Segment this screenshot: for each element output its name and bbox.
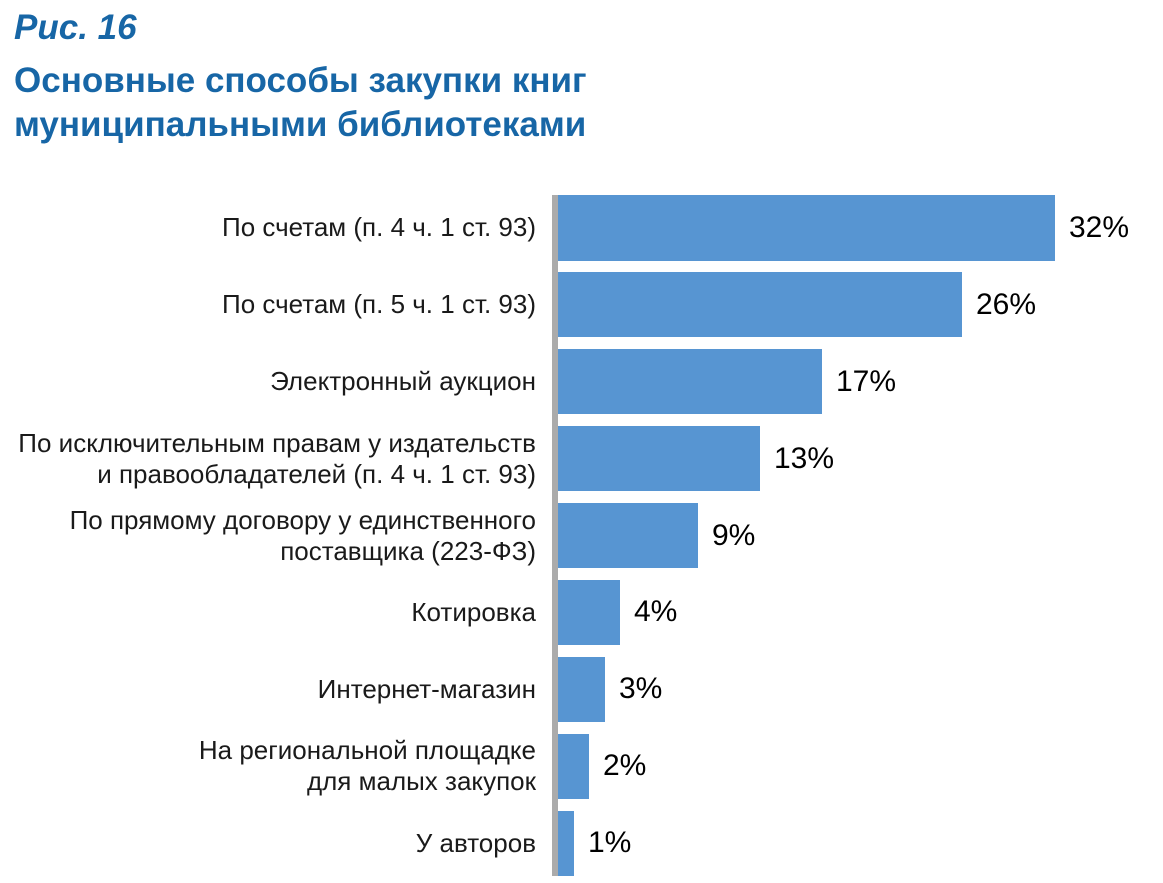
value-label: 17%	[836, 364, 897, 398]
value-label: 4%	[634, 595, 678, 629]
category-label: По счетам (п. 5 ч. 1 ст. 93)	[222, 289, 536, 320]
bar-row: По счетам (п. 4 ч. 1 ст. 93) 32%	[0, 195, 1163, 261]
bar-row: По прямому договору у единственного пост…	[0, 502, 1163, 569]
figure-header: Рис. 16 Основные способы закупки книг му…	[14, 6, 914, 147]
value-label: 9%	[712, 518, 756, 552]
bar-track: 13%	[558, 425, 1163, 492]
category-label: Котировка	[411, 596, 536, 627]
bar-track: 4%	[558, 579, 1163, 646]
category-label: По счетам (п. 4 ч. 1 ст. 93)	[222, 212, 536, 243]
bar-row: По счетам (п. 5 ч. 1 ст. 93) 26%	[0, 271, 1163, 338]
bar-track: 1%	[558, 810, 1163, 876]
value-label: 32%	[1069, 210, 1130, 244]
bar-row: Котировка 4%	[0, 579, 1163, 646]
bar-chart: По счетам (п. 4 ч. 1 ст. 93) 32% По счет…	[0, 195, 1163, 876]
bar-track: 26%	[558, 271, 1163, 338]
bar	[558, 733, 589, 800]
category-label: На региональной площадке для малых закуп…	[198, 735, 536, 797]
bar	[558, 579, 620, 646]
bar-row: На региональной площадке для малых закуп…	[0, 733, 1163, 800]
bar-track: 32%	[558, 195, 1163, 261]
figure-title: Основные способы закупки книг муниципаль…	[14, 61, 587, 144]
value-label: 1%	[588, 826, 632, 860]
bar	[558, 348, 822, 415]
value-label: 26%	[976, 287, 1037, 321]
category-label: Электронный аукцион	[270, 366, 536, 397]
value-label: 13%	[774, 441, 835, 475]
bar-row: У авторов 1%	[0, 810, 1163, 876]
figure-number: Рис. 16	[14, 8, 137, 47]
value-label: 3%	[619, 672, 663, 706]
bar	[558, 656, 605, 723]
bar	[558, 271, 962, 338]
bar-row: Интернет-магазин 3%	[0, 656, 1163, 723]
bar-row: Электронный аукцион 17%	[0, 348, 1163, 415]
category-label: У авторов	[415, 827, 536, 858]
value-label: 2%	[603, 749, 647, 783]
bar	[558, 425, 760, 492]
category-label: По прямому договору у единственного пост…	[69, 504, 536, 566]
bar	[558, 195, 1055, 261]
bar-track: 2%	[558, 733, 1163, 800]
category-label: Интернет-магазин	[317, 673, 536, 704]
bar	[558, 502, 698, 569]
bar-track: 9%	[558, 502, 1163, 569]
bar	[558, 810, 574, 876]
bar-track: 3%	[558, 656, 1163, 723]
bar-track: 17%	[558, 348, 1163, 415]
category-label: По исключительным правам у издательств и…	[18, 427, 536, 489]
axis-line	[552, 195, 558, 876]
bar-row: По исключительным правам у издательств и…	[0, 425, 1163, 492]
